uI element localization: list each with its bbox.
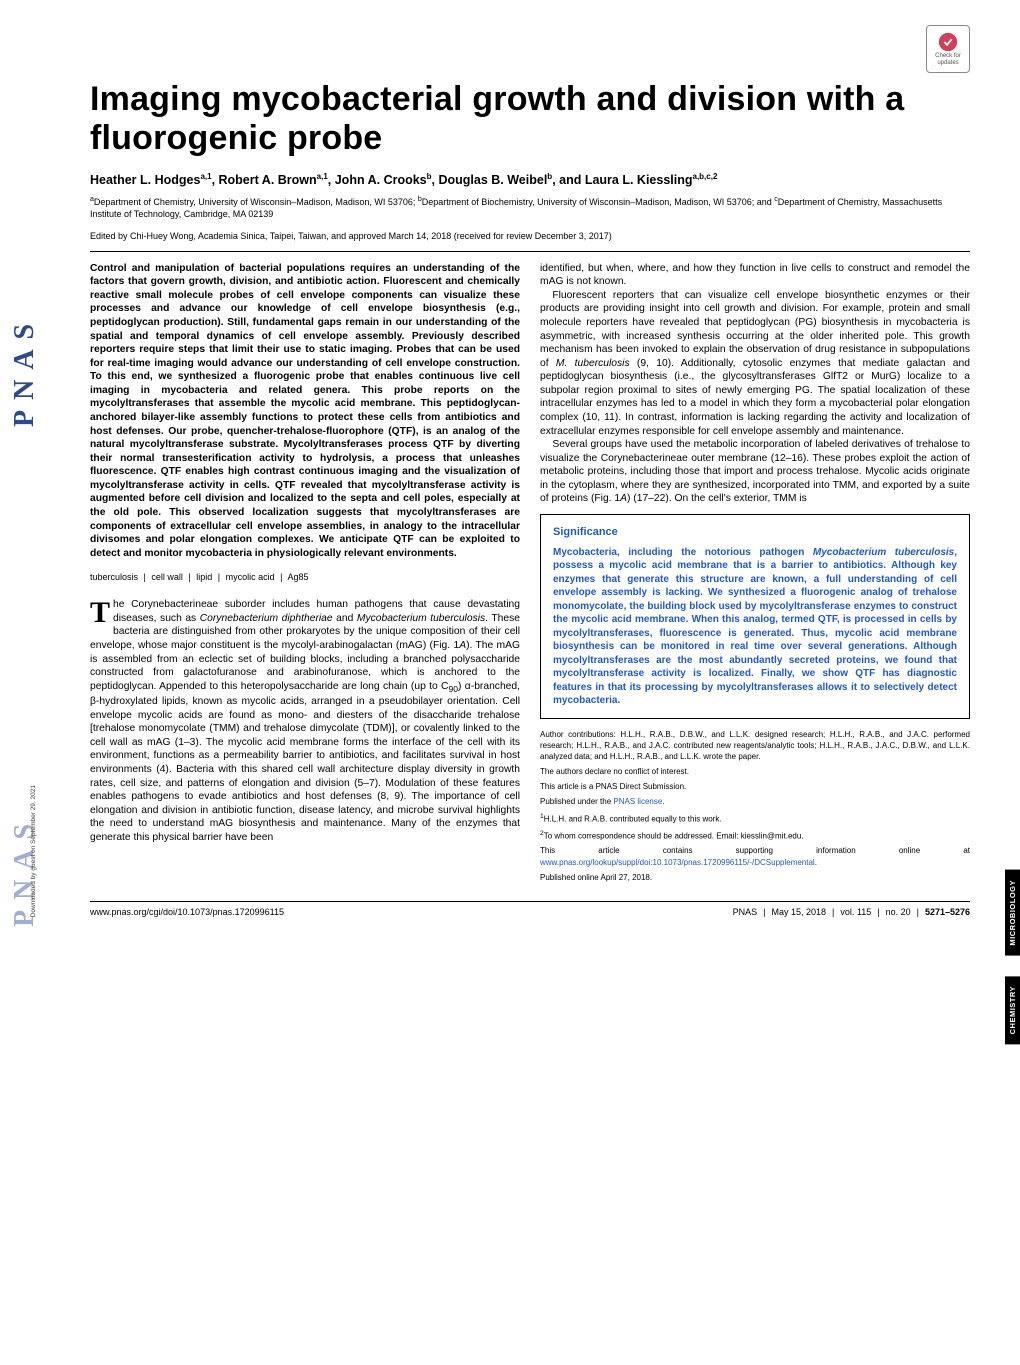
tab-microbiology: MICROBIOLOGY [1005,870,1020,956]
footnotes: Author contributions: H.L.H., R.A.B., D.… [540,729,970,883]
pnas-license-link[interactable]: PNAS license [613,797,662,806]
conflict-statement: The authors declare no conflict of inter… [540,766,970,777]
license-line: Published under the PNAS license. [540,796,970,807]
significance-box: Significance Mycobacteria, including the… [540,514,970,719]
significance-title: Significance [553,525,957,540]
dropcap: T [90,598,113,626]
check-for-updates-badge[interactable]: Check for updates [926,25,970,73]
category-tabs: MICROBIOLOGY CHEMISTRY [1005,870,1020,1044]
download-notice: Downloaded by guest on September 29, 202… [30,785,37,917]
pnas-sidebar-logo: PNAS [10,120,40,620]
footer-doi: www.pnas.org/cgi/doi/10.1073/pnas.172099… [90,907,284,917]
article-title: Imaging mycobacterial growth and divisio… [90,80,970,158]
footer-citation: PNAS|May 15, 2018|vol. 115|no. 20|5271–5… [733,907,970,917]
pub-date: Published online April 27, 2018. [540,872,970,883]
direct-submission: This article is a PNAS Direct Submission… [540,781,970,792]
editor-line: Edited by Chi-Huey Wong, Academia Sinica… [90,231,970,241]
keywords: tuberculosis | cell wall | lipid | mycol… [90,572,520,584]
supporting-info: This article contains supporting informa… [540,845,970,867]
author-contributions: Author contributions: H.L.H., R.A.B., D.… [540,729,970,763]
check-updates-icon [937,31,959,53]
si-link[interactable]: www.pnas.org/lookup/suppl/doi:10.1073/pn… [540,858,815,867]
author-list: Heather L. Hodgesa,1, Robert A. Browna,1… [90,172,970,187]
page-footer: www.pnas.org/cgi/doi/10.1073/pnas.172099… [90,901,970,917]
check-updates-label: Check for updates [927,53,969,66]
affiliations: aDepartment of Chemistry, University of … [90,195,970,220]
body-col1: The Corynebacterineae suborder includes … [90,598,520,844]
correspondence: 2To whom correspondence should be addres… [540,829,970,842]
significance-body: Mycobacteria, including the notorious pa… [553,546,957,708]
divider [90,251,970,252]
abstract: Control and manipulation of bacterial po… [90,262,520,561]
tab-chemistry: CHEMISTRY [1005,976,1020,1044]
equal-contribution: 1H.L.H. and R.A.B. contributed equally t… [540,812,970,825]
body-col2: identified, but when, where, and how the… [540,262,970,506]
